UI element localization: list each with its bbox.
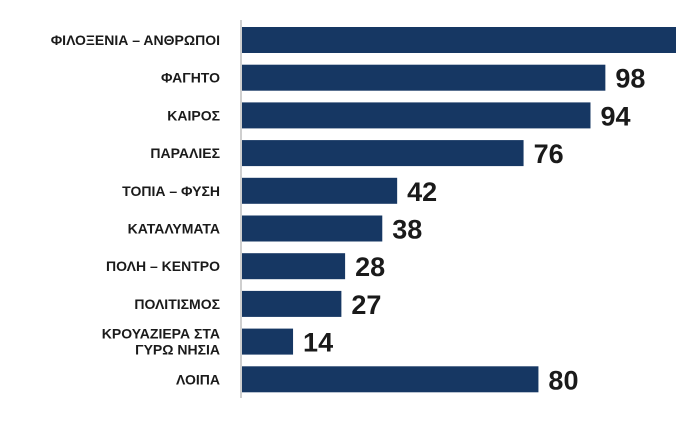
bar: [241, 328, 294, 355]
bar: [241, 64, 606, 91]
category-label: ΠΟΛΙΤΙΣΜΟΣ: [134, 296, 220, 312]
bar: [241, 177, 398, 204]
bar: [241, 102, 591, 129]
value-label: 80: [548, 365, 578, 395]
category-label: ΦΙΛΟΞΕΝΙΑ – ΑΝΘΡΩΠΟΙ: [51, 32, 220, 48]
bar: [241, 290, 342, 317]
value-label: 76: [534, 139, 564, 169]
bar: [241, 215, 383, 242]
category-label: ΦΑΓΗΤΟ: [161, 70, 220, 86]
value-label: 94: [600, 101, 630, 131]
value-label: 38: [392, 215, 422, 245]
category-labels: ΦΙΛΟΞΕΝΙΑ – ΑΝΘΡΩΠΟΙ ΦΑΓΗΤΟ ΚΑΙΡΟΣ ΠΑΡΑΛΙΕΣ…: [51, 32, 220, 387]
category-label: ΠΑΡΑΛΙΕΣ: [150, 145, 220, 161]
value-label: 14: [303, 328, 333, 358]
category-label: ΚΡΟΥΑΖΙΕΡΑ ΣΤΑ ΓΥΡΩ ΝΗΣΙΑ: [102, 326, 220, 358]
bar: [241, 366, 539, 393]
value-label: 98: [615, 64, 645, 94]
bar: [241, 253, 346, 280]
value-label: 28: [355, 252, 385, 282]
category-label: ΠΟΛΗ – ΚΕΝΤΡΟ: [106, 258, 220, 274]
bar: [241, 140, 524, 167]
value-label: 27: [351, 290, 381, 320]
category-label: ΚΑΤΑΛΥΜΑΤΑ: [128, 221, 220, 237]
value-label: 42: [407, 177, 437, 207]
category-label: ΚΑΙΡΟΣ: [167, 107, 220, 123]
category-label: ΛΟΙΠΑ: [176, 371, 220, 387]
bars-layer: [241, 27, 676, 393]
category-label: ΤΟΠΙΑ – ΦΥΣΗ: [122, 183, 220, 199]
bar: [241, 27, 676, 53]
